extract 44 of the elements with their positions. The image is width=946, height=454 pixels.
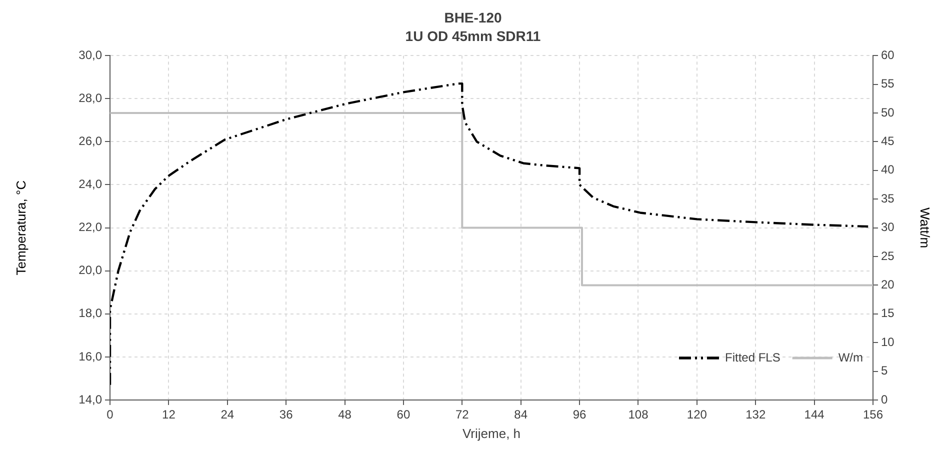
x-tick-label: 36 [279, 408, 294, 422]
x-tick-label: 24 [220, 408, 234, 422]
y2-tick-label: 15 [881, 306, 895, 320]
x-tick-label: 144 [804, 408, 825, 422]
y2-tick-label: 0 [881, 392, 888, 406]
chart-title: BHE-120 [444, 9, 502, 26]
y2-tick-label: 35 [881, 191, 895, 206]
x-tick-label: 48 [338, 408, 352, 422]
x-tick-label: 60 [396, 408, 410, 422]
y-tick-label: 18,0 [78, 306, 102, 320]
y-tick-label: 24,0 [78, 177, 102, 192]
y2-tick-label: 60 [881, 48, 895, 62]
legend-label: W/m [838, 350, 864, 364]
y2-tick-label: 45 [881, 134, 895, 148]
x-tick-label: 96 [572, 408, 587, 422]
y2-tick-label: 5 [881, 364, 888, 378]
x-tick-label: 108 [628, 408, 649, 422]
x-tick-label: 120 [686, 408, 708, 422]
line-series [110, 82, 870, 386]
y-tick-label: 22,0 [78, 220, 102, 234]
y-axis-title: Temperatura, °C [13, 180, 28, 276]
y2-tick-label: 40 [881, 162, 895, 177]
y-tick-label: 30,0 [78, 48, 102, 62]
x-tick-label: 84 [514, 408, 528, 422]
y2-tick-label: 55 [881, 76, 895, 91]
y2-tick-label: 30 [881, 220, 895, 234]
chart-subtitle: 1U OD 45mm SDR11 [405, 28, 541, 44]
y-tick-label: 20,0 [78, 263, 102, 278]
x-tick-label: 0 [106, 408, 114, 422]
y-tick-label: 26,0 [78, 134, 102, 148]
y2-tick-label: 50 [881, 105, 895, 120]
x-tick-label: 72 [455, 408, 470, 422]
x-axis-title: Vrijeme, h [462, 426, 521, 441]
y-tick-label: 28,0 [78, 90, 102, 105]
x-tick-label: 132 [746, 408, 766, 422]
y2-tick-label: 25 [881, 248, 895, 263]
y2-axis-title: Watt/m [918, 207, 933, 248]
y2-tick-label: 20 [881, 278, 895, 292]
y2-tick-label: 10 [881, 334, 895, 349]
y-tick-label: 14,0 [78, 392, 102, 406]
y-tick-label: 16,0 [78, 349, 102, 364]
x-tick-label: 12 [162, 408, 176, 422]
legend-label: Fitted FLS [724, 350, 780, 364]
x-tick-label: 156 [862, 408, 884, 422]
